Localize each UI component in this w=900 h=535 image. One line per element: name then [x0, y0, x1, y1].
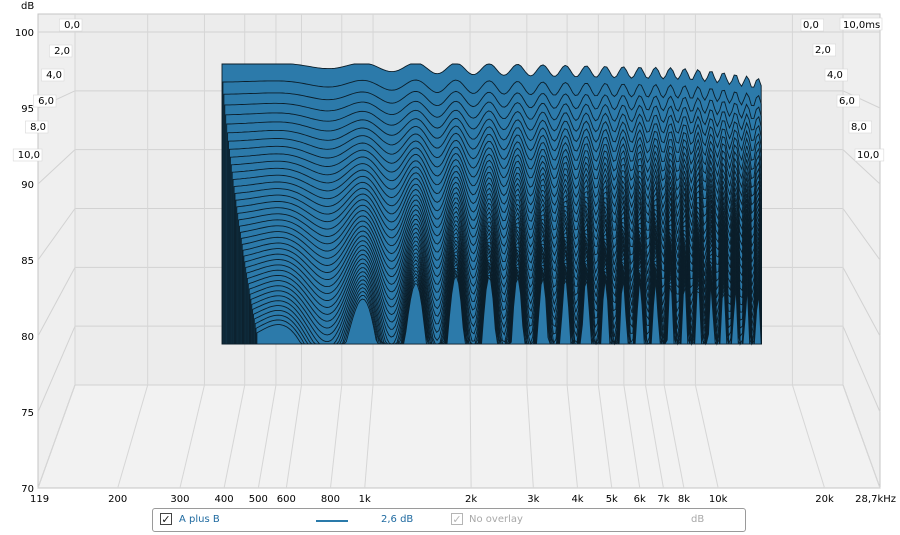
- z-tick-label-left: 2,0: [54, 46, 70, 57]
- floor: [37, 384, 881, 489]
- x-gridline-floor: [179, 384, 205, 489]
- x-tick-label: 200: [108, 494, 127, 505]
- z-tick-label-right: 4,0: [827, 70, 843, 81]
- x-tick-label: 300: [170, 494, 189, 505]
- z-tick-label-right: 6,0: [839, 96, 855, 107]
- x-gridline-floor: [526, 384, 534, 489]
- x-gridline-floor: [329, 384, 343, 489]
- x-gridline-floor: [566, 384, 579, 489]
- x-tick-label: 600: [277, 494, 296, 505]
- x-tick-label: 4k: [571, 494, 583, 505]
- x-gridline-floor: [37, 384, 76, 489]
- x-gridline-floor: [623, 384, 641, 489]
- overlay-label: No overlay: [469, 514, 523, 525]
- x-tick-label: 500: [249, 494, 268, 505]
- z-tick-label-box: [12, 148, 43, 162]
- y-tick-label: 85: [21, 256, 34, 267]
- x-tick-label: 2k: [465, 494, 477, 505]
- y-tick-label: 100: [15, 28, 34, 39]
- z-tick-label-box: [854, 148, 885, 162]
- z-tick-label-box: [59, 18, 83, 32]
- z-tick-label-box: [25, 120, 49, 134]
- x-tick-label: 119: [30, 494, 49, 505]
- series-name: A plus B: [179, 514, 220, 525]
- x-tick-label: 20k: [815, 494, 834, 505]
- y-tick-label: 95: [21, 104, 34, 115]
- x-gridline-floor: [257, 384, 277, 489]
- x-tick-label: 400: [215, 494, 234, 505]
- x-tick-label: 3k: [527, 494, 539, 505]
- x-tick-label: 5k: [606, 494, 618, 505]
- y-gridline-side: [842, 149, 881, 185]
- x-gridline-floor: [842, 384, 881, 489]
- x-gridline-floor: [223, 384, 246, 489]
- z-tick-label-box: [824, 68, 848, 82]
- axis-labels: 100 95 90 85 80 75 70 dB 119 200 300 400 500 600 800 1k…: [12, 1, 896, 505]
- x-gridline-floor: [597, 384, 613, 489]
- z-tick-label-box: [49, 44, 73, 58]
- y-gridline-side: [842, 208, 881, 261]
- z-tick-label-left: 0,0: [64, 20, 80, 31]
- z-tick-label-left: 4,0: [46, 70, 62, 81]
- waterfall-slices: [221, 63, 762, 346]
- z-tick-label-box: [800, 18, 824, 32]
- y-gridline-side: [37, 325, 76, 413]
- y-gridline-side: [37, 267, 76, 337]
- z-tick-label-box: [848, 120, 872, 134]
- x-gridline-floor: [469, 384, 472, 489]
- z-tick-label-right: 0,0: [803, 20, 819, 31]
- x-tick-label: 7k: [657, 494, 669, 505]
- y-gridline-side: [842, 90, 881, 109]
- x-tick-label: 6k: [634, 494, 646, 505]
- y-gridline-side: [37, 208, 76, 261]
- series-value: 2,6 dB: [381, 514, 414, 525]
- y-gridline-side: [842, 325, 881, 413]
- y-gridline-side: [37, 149, 76, 185]
- x-gridline-floor: [694, 384, 719, 489]
- y-tick-label: 90: [21, 180, 34, 191]
- z-tick-label-box: [33, 94, 57, 108]
- z-tick-label-box: [41, 68, 65, 82]
- z-tick-label-right: 2,0: [815, 45, 831, 56]
- x-gridline-floor: [791, 384, 826, 489]
- legend: ✓ A plus B 2,6 dB ✓ No overlay dB: [152, 508, 746, 532]
- y-gridline-side: [842, 267, 881, 337]
- y-tick-label: 75: [21, 408, 34, 419]
- z-tick-label-left: 8,0: [30, 122, 46, 133]
- x-tick-label: 800: [321, 494, 340, 505]
- z-tick-label-left: 10,0: [18, 150, 40, 161]
- y-tick-label: 70: [21, 484, 34, 495]
- y-tick-label: 80: [21, 332, 34, 343]
- overlay-checkbox[interactable]: ✓: [451, 513, 463, 526]
- x-gridline-floor: [644, 384, 664, 489]
- x-gridline-floor: [117, 384, 149, 489]
- z-tick-label-left: 6,0: [38, 96, 54, 107]
- series-checkbox[interactable]: ✓: [160, 513, 172, 526]
- z-max-label-box: [839, 17, 883, 31]
- x-tick-label: 10k: [709, 494, 728, 505]
- x-tick-label: 1k: [359, 494, 371, 505]
- x-tick-label: 8k: [678, 494, 690, 505]
- x-gridline-floor: [663, 384, 685, 489]
- x-gridline-floor: [364, 384, 374, 489]
- z-tick-label-right: 10,0: [857, 150, 879, 161]
- z-tick-label-right: 8,0: [851, 122, 867, 133]
- z-tick-label-box: [812, 43, 836, 57]
- z-tick-label-box: [836, 94, 860, 108]
- y-axis-label: dB: [21, 1, 34, 12]
- waterfall-slice: [256, 274, 762, 345]
- z-max-label: 10,0ms: [843, 20, 880, 31]
- series-swatch: [316, 520, 348, 522]
- overlay-unit: dB: [691, 514, 705, 525]
- x-tick-label: 28,7kHz: [855, 494, 896, 505]
- x-gridline-floor: [285, 384, 302, 489]
